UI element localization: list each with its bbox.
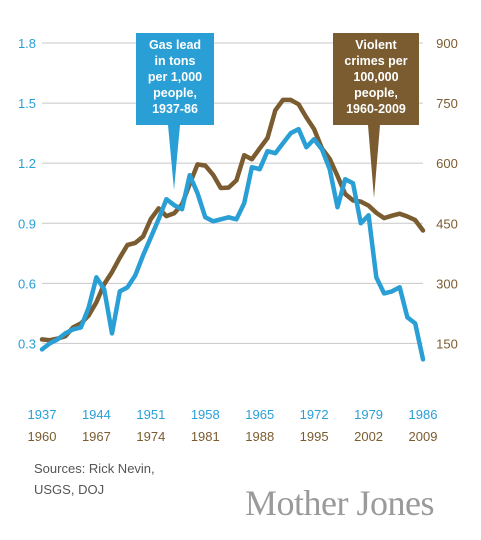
sources-line-2: USGS, DOJ: [34, 482, 105, 497]
x-axis-bottom: 1960 1967 1974 1981 1988 1995 2002 2009: [28, 429, 438, 444]
x-top-tick-label: 1972: [300, 407, 329, 422]
x-top-tick-label: 1958: [191, 407, 220, 422]
x-bottom-tick-label: 2002: [354, 429, 383, 444]
lead-callout-text: people,: [153, 86, 197, 100]
y-left-tick-label: 1.2: [18, 156, 36, 171]
x-top-tick-label: 1951: [136, 407, 165, 422]
crime-callout-text: 1960-2009: [346, 102, 406, 116]
y-left-tick-label: 1.5: [18, 96, 36, 111]
x-top-tick-label: 1944: [82, 407, 111, 422]
y-left-tick-label: 0.6: [18, 276, 36, 291]
crime-callout-text: Violent: [355, 38, 397, 52]
x-top-tick-label: 1965: [245, 407, 274, 422]
y-right-tick-label: 150: [436, 336, 458, 351]
series-lines: [39, 97, 426, 362]
crime-callout-text: crimes per: [344, 54, 407, 68]
lead-callout-box: [136, 33, 214, 125]
y-right-tick-label: 600: [436, 156, 458, 171]
y-axis-left: 0.3 0.6 0.9 1.2 1.5 1.8: [18, 36, 36, 351]
x-top-tick-label: 1979: [354, 407, 383, 422]
lead-callout-text: 1937-86: [152, 102, 198, 116]
crime-callout-text: 100,000: [353, 70, 398, 84]
crime-callout-pointer: [368, 125, 380, 198]
x-top-tick-label: 1937: [28, 407, 57, 422]
lead-callout-text: in tons: [155, 54, 196, 68]
brand-logo: Mother Jones: [245, 483, 434, 523]
chart: 0.3 0.6 0.9 1.2 1.5 1.8 150 300 450 600 750 900 19…: [18, 33, 458, 444]
y-right-tick-label: 450: [436, 216, 458, 231]
violent-crime-line: [39, 97, 426, 343]
crime-callout-text: people,: [354, 86, 398, 100]
y-right-tick-label: 750: [436, 96, 458, 111]
lead-callout: Gas lead in tons per 1,000 people, 1937-86: [136, 33, 214, 190]
x-bottom-tick-label: 1967: [82, 429, 111, 444]
gas-lead-line: [39, 126, 426, 362]
lead-callout-pointer: [168, 125, 180, 190]
y-axis-right: 150 300 450 600 750 900: [436, 36, 458, 351]
y-right-tick-label: 300: [436, 276, 458, 291]
y-left-tick-label: 0.9: [18, 216, 36, 231]
x-top-tick-label: 1986: [409, 407, 438, 422]
lead-callout-text: Gas lead: [149, 38, 201, 52]
crime-callout: Violent crimes per 100,000 people, 1960-2009: [333, 33, 419, 198]
sources-note: Sources: Rick Nevin, USGS, DOJ: [34, 458, 155, 500]
x-bottom-tick-label: 1988: [245, 429, 274, 444]
sources-line-1: Sources: Rick Nevin,: [34, 461, 155, 476]
x-bottom-tick-label: 1960: [28, 429, 57, 444]
x-bottom-tick-label: 1974: [136, 429, 165, 444]
y-left-tick-label: 0.3: [18, 336, 36, 351]
callouts: Gas lead in tons per 1,000 people, 1937-86 Vi…: [136, 33, 419, 198]
y-right-tick-label: 900: [436, 36, 458, 51]
y-left-tick-label: 1.8: [18, 36, 36, 51]
x-axis-top: 1937 1944 1951 1958 1965 1972 1979 1986: [28, 407, 438, 422]
x-bottom-tick-label: 1981: [191, 429, 220, 444]
lead-callout-text: per 1,000: [148, 70, 202, 84]
crime-callout-box: [333, 33, 419, 125]
x-bottom-tick-label: 2009: [409, 429, 438, 444]
x-bottom-tick-label: 1995: [300, 429, 329, 444]
